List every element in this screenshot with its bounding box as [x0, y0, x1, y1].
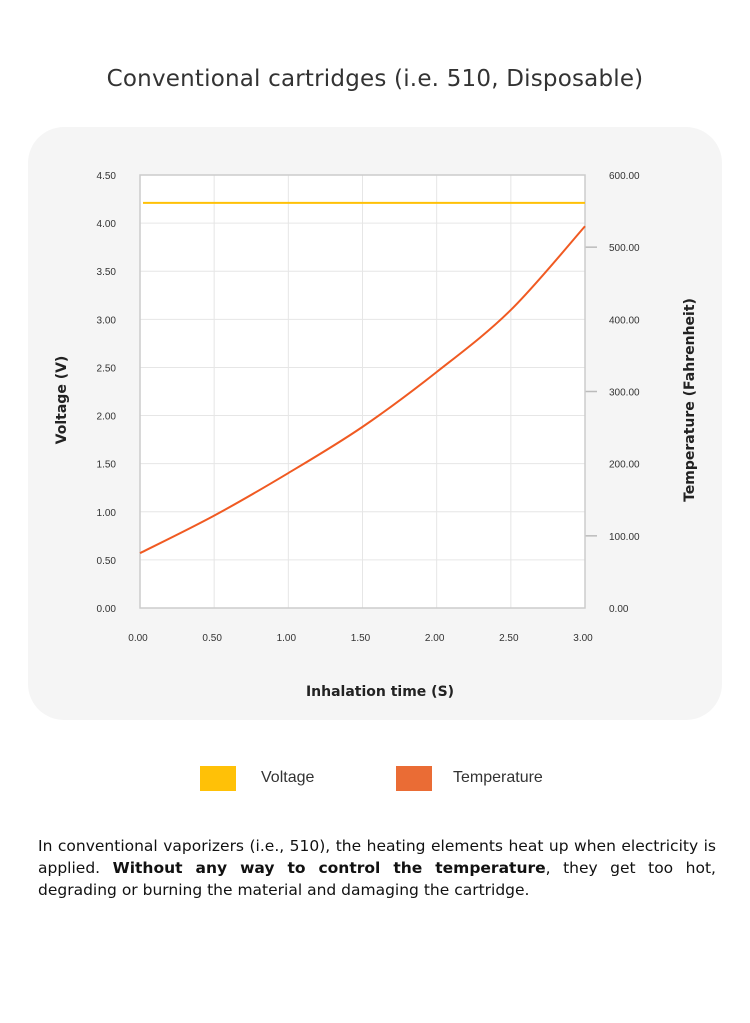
y-right-tick-label: 400.00: [609, 315, 640, 326]
legend: Voltage Temperature: [0, 766, 750, 792]
x-tick-label: 2.00: [425, 633, 445, 644]
y-right-tick-label: 100.00: [609, 532, 640, 543]
y-right-tick-label: 0.00: [609, 604, 629, 615]
description-text-end: , they get too hot, degrading or burning…: [38, 859, 716, 899]
y-tick-label: 1.00: [97, 508, 117, 519]
y-tick-label: 0.50: [97, 556, 117, 567]
x-axis-label: Inhalation time (S): [306, 684, 454, 700]
x-tick-label: 3.00: [573, 633, 593, 644]
plot-border: [139, 174, 586, 609]
y-tick-label: 2.50: [97, 363, 117, 374]
series-line-temperature: [139, 225, 586, 555]
y-right-tick-label: 300.00: [609, 388, 640, 399]
x-tick-label: 0.50: [202, 633, 222, 644]
legend-swatch-voltage: [200, 766, 236, 791]
y-right-tick-label: 200.00: [609, 460, 640, 471]
x-tick-label: 0.00: [128, 633, 148, 644]
x-tick-label: 1.00: [277, 633, 297, 644]
y-tick-label: 0.00: [97, 604, 117, 615]
x-tick-label: 2.50: [499, 633, 519, 644]
description-paragraph: In conventional vaporizers (i.e., 510), …: [38, 835, 716, 901]
page-title: Conventional cartridges (i.e. 510, Dispo…: [106, 66, 644, 92]
legend-label-voltage: Voltage: [261, 769, 315, 786]
y-tick-label: 1.50: [97, 460, 117, 471]
chart: 0.00 0.50 1.00 1.50 2.00 2.50 3.00 3.50 4.00 4.50…: [54, 171, 698, 700]
y-axis-right-label: Temperature (Fahrenheit): [682, 298, 698, 502]
y-tick-label: 3.50: [97, 267, 117, 278]
description-text: In conventional vaporizers (i.e., 510), …: [38, 837, 716, 877]
legend-swatch-temperature: [396, 766, 432, 791]
y-right-tick-label: 600.00: [609, 171, 640, 182]
y-axis-label: Voltage (V): [54, 356, 70, 445]
legend-label-temperature: Temperature: [453, 769, 543, 786]
y-tick-label: 3.00: [97, 315, 117, 326]
y-tick-label: 4.00: [97, 219, 117, 230]
y-tick-label: 4.50: [97, 171, 117, 182]
description-bold: Without any way to control the temperatu…: [112, 859, 546, 877]
y-right-tick-label: 500.00: [609, 243, 640, 254]
y-tick-label: 2.00: [97, 412, 117, 423]
x-tick-label: 1.50: [351, 633, 371, 644]
